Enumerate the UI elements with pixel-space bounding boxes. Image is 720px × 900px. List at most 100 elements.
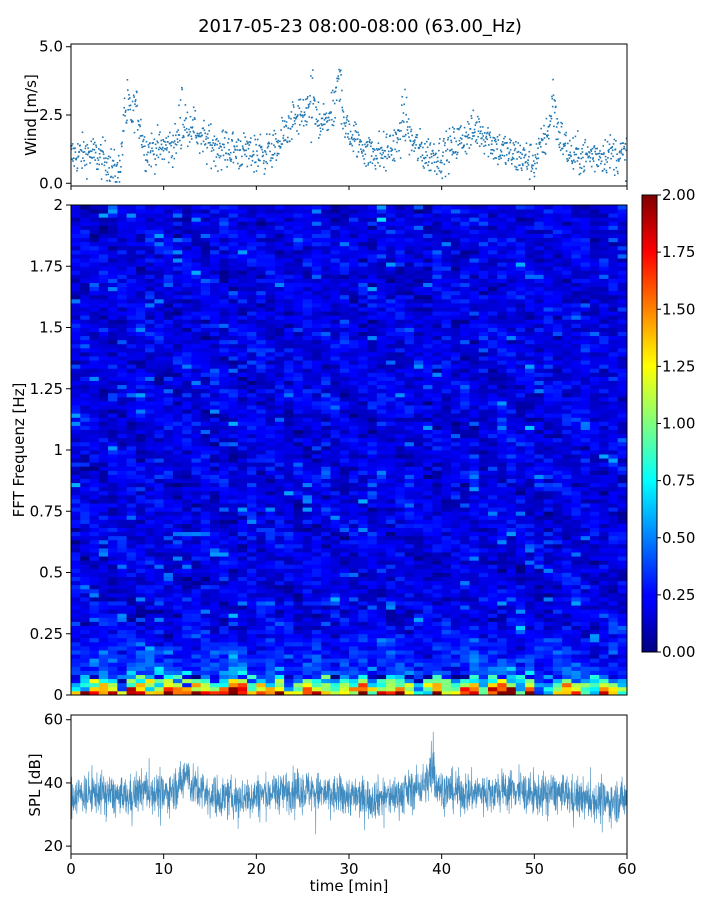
- wind-point: [253, 134, 256, 137]
- spectrogram-cell: [182, 552, 192, 557]
- spectrogram-cell: [210, 564, 220, 569]
- wind-y-tick-label: 0.0: [39, 174, 63, 192]
- spectrogram-cell: [135, 564, 146, 569]
- spectrogram-cell: [423, 690, 433, 696]
- spectrogram-cell: [98, 674, 109, 680]
- wind-point: [326, 129, 328, 132]
- spectrogram-cell: [617, 572, 628, 577]
- spectrogram-cell: [552, 588, 563, 594]
- spectrogram-cell: [367, 450, 378, 455]
- spectrogram-cell: [274, 523, 285, 528]
- wind-point: [580, 157, 583, 160]
- spectrogram-cell: [367, 482, 378, 488]
- spectrogram-cell: [599, 486, 609, 492]
- spectrogram-cell: [154, 625, 165, 631]
- wind-point: [394, 148, 396, 151]
- wind-point: [115, 181, 117, 183]
- spectrogram-cell: [135, 666, 146, 671]
- wind-y-tick-label: 2.5: [39, 106, 63, 124]
- spectrogram-cell: [460, 617, 470, 622]
- spectrogram-cell: [599, 637, 609, 643]
- spectrogram-cell: [80, 690, 90, 696]
- spectrogram-cell: [108, 458, 118, 463]
- spectrogram-cell: [182, 646, 192, 651]
- wind-point: [325, 117, 327, 119]
- spectrogram-cell: [182, 462, 192, 467]
- spectrogram-cell: [515, 601, 526, 606]
- spectrogram-cell: [580, 609, 591, 614]
- spectrogram-cell: [515, 662, 526, 667]
- wind-point: [372, 147, 374, 150]
- wind-point: [432, 154, 435, 157]
- wind-point: [433, 143, 435, 145]
- spectrogram-cell: [506, 482, 517, 488]
- spectrogram-cell: [108, 682, 118, 688]
- wind-point: [304, 113, 306, 116]
- spectrogram-cell: [108, 515, 118, 520]
- spectrogram-cell: [71, 584, 81, 590]
- wind-point: [503, 142, 506, 144]
- spectrogram-cell: [339, 621, 350, 626]
- wind-point: [490, 143, 493, 145]
- spectrogram-cell: [117, 597, 127, 602]
- wind-point: [311, 116, 313, 119]
- spectrogram-cell: [71, 511, 81, 516]
- wind-point: [550, 117, 553, 120]
- wind-point: [196, 132, 199, 135]
- wind-point: [244, 143, 247, 145]
- wind-point: [588, 151, 591, 154]
- spectrogram-cell: [506, 633, 517, 639]
- spectrogram-cell: [543, 503, 554, 508]
- spectrogram-cell: [497, 515, 507, 520]
- spectrogram-cell: [182, 523, 192, 528]
- spectrogram-cell: [543, 507, 554, 512]
- spectrogram-cell: [274, 462, 285, 467]
- wind-point: [554, 106, 557, 109]
- spectrogram-cell: [126, 621, 137, 626]
- spectrogram-cell: [256, 625, 266, 631]
- wind-point: [618, 158, 620, 161]
- wind-point: [294, 113, 297, 116]
- spectrogram-cell: [311, 515, 322, 520]
- spectrogram-cell: [293, 592, 304, 598]
- spectrogram-cell: [237, 572, 248, 577]
- spectrogram-cell: [395, 539, 405, 545]
- spectrogram-cell: [182, 621, 192, 626]
- spectrogram-cell: [191, 617, 202, 622]
- spectrogram-cell: [256, 564, 266, 569]
- spectrogram-cell: [191, 682, 202, 688]
- spectrogram-cell: [191, 556, 202, 561]
- spectrogram-cell: [145, 621, 155, 626]
- spectrogram-cell: [274, 499, 285, 504]
- wind-point: [624, 143, 627, 145]
- wind-point: [484, 144, 487, 147]
- wind-point: [152, 141, 154, 144]
- wind-point: [162, 139, 164, 141]
- spectrogram-cell: [506, 588, 517, 594]
- spectrogram-cell: [219, 494, 229, 500]
- spectrogram-cell: [478, 576, 489, 582]
- spectrogram-cell: [311, 478, 322, 484]
- spectrogram-cell: [404, 654, 415, 659]
- spectrogram-cell: [71, 609, 81, 614]
- spectrogram-cell: [126, 458, 137, 463]
- spectrogram-cell: [571, 601, 582, 606]
- wind-point: [105, 161, 108, 164]
- wind-point: [366, 145, 368, 148]
- spectrogram-cell: [98, 466, 109, 471]
- wind-point: [270, 157, 272, 159]
- spectrogram-cell: [293, 515, 304, 520]
- spectrogram-cell: [608, 462, 619, 467]
- spectrogram-cell: [256, 621, 266, 626]
- spectrogram-cell: [163, 654, 174, 659]
- wind-point: [169, 142, 172, 144]
- wind-point: [514, 165, 516, 168]
- spectrogram-cell: [145, 601, 155, 606]
- spectrogram-cell: [450, 539, 461, 545]
- spectrogram-cell: [386, 576, 396, 582]
- spectrogram-cell: [497, 470, 507, 475]
- wind-point: [279, 146, 282, 148]
- spectrogram-cell: [441, 670, 452, 675]
- spectrogram-cell: [210, 617, 220, 622]
- wind-point: [273, 152, 276, 155]
